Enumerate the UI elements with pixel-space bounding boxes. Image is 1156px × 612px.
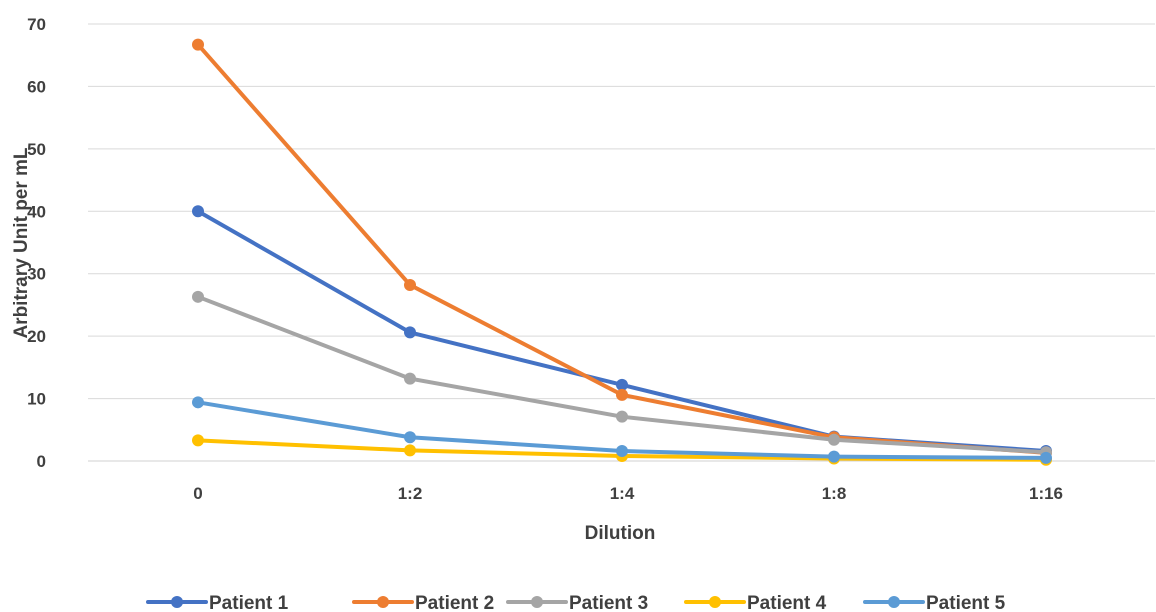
legend-item: Patient 4 [684,593,827,612]
legend-marker [171,596,183,608]
data-point [404,372,416,385]
data-point [616,378,628,391]
legend-label: Patient 3 [569,593,648,612]
data-point [828,450,840,463]
gridlines [88,23,1155,462]
legend-item: Patient 5 [863,593,1006,612]
y-tick-label: 30 [27,265,46,284]
series-5 [192,396,1052,464]
data-point [404,278,416,291]
y-axis-title: Arbitrary Unit per mL [11,147,32,338]
x-tick-label: 1:16 [1029,484,1063,503]
legend-label: Patient 4 [747,593,827,612]
legend-marker [531,596,543,608]
data-point [828,433,840,446]
legend-item: Patient 1 [146,593,289,612]
y-tick-label: 20 [27,327,46,346]
data-point [616,388,628,401]
x-tick-label: 1:4 [610,484,635,503]
series-2 [192,38,1052,459]
y-axis-ticks: 0 10 20 30 40 50 60 70 [27,15,46,471]
data-point [192,38,204,51]
series-layer [192,38,1052,466]
y-tick-label: 70 [27,15,46,34]
x-tick-label: 1:8 [822,484,847,503]
data-point [404,326,416,339]
data-point [192,434,204,447]
legend-label: Patient 2 [415,593,494,612]
y-tick-label: 10 [27,390,46,409]
data-point [192,205,204,218]
legend-marker [888,596,900,608]
legend-label: Patient 5 [926,593,1006,612]
y-tick-label: 50 [27,140,46,159]
y-tick-label: 60 [27,77,46,96]
x-tick-label: 1:2 [398,484,423,503]
data-point [616,410,628,423]
data-point [404,431,416,444]
x-axis-title: Dilution [585,523,656,544]
y-tick-label: 0 [37,452,46,471]
legend-marker [709,596,721,608]
legend: Patient 1 Patient 2 Patient 3 Patient 4 Pati… [146,593,1006,612]
legend-label: Patient 1 [209,593,289,612]
data-point [616,445,628,458]
legend-item: Patient 3 [506,593,648,612]
data-point [404,444,416,457]
y-tick-label: 40 [27,202,46,221]
series-line [196,294,1048,455]
x-axis-ticks: 0 1:2 1:4 1:8 1:16 [193,484,1063,503]
legend-item: Patient 2 [352,593,494,612]
data-point [1040,451,1052,464]
series-3 [192,290,1052,459]
legend-marker [377,596,389,608]
x-tick-label: 0 [193,484,202,503]
data-point [192,396,204,409]
data-point [192,290,204,303]
